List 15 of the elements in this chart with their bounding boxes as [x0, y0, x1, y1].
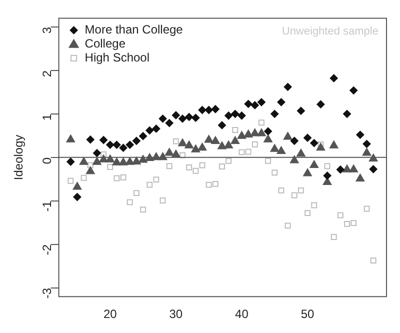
y-tick-label: 0 — [40, 157, 54, 164]
y-tick-label: 1 — [40, 114, 54, 121]
legend-label: College — [84, 36, 126, 51]
x-tick-label: 30 — [169, 307, 183, 322]
y-tick-label: -2 — [40, 244, 54, 256]
x-tick-label: 40 — [235, 307, 249, 322]
y-axis-title: Ideology — [12, 134, 26, 180]
y-tick-label: 3 — [40, 26, 54, 34]
y-tick-label: 2 — [40, 70, 54, 78]
x-tick-label: 50 — [300, 307, 315, 322]
y-tick-label: -3 — [40, 288, 54, 299]
y-tick-label: -1 — [40, 200, 54, 212]
legend-label: More than College — [84, 22, 184, 37]
x-tick-label: 20 — [103, 307, 118, 322]
legend-label: High School — [84, 50, 150, 65]
